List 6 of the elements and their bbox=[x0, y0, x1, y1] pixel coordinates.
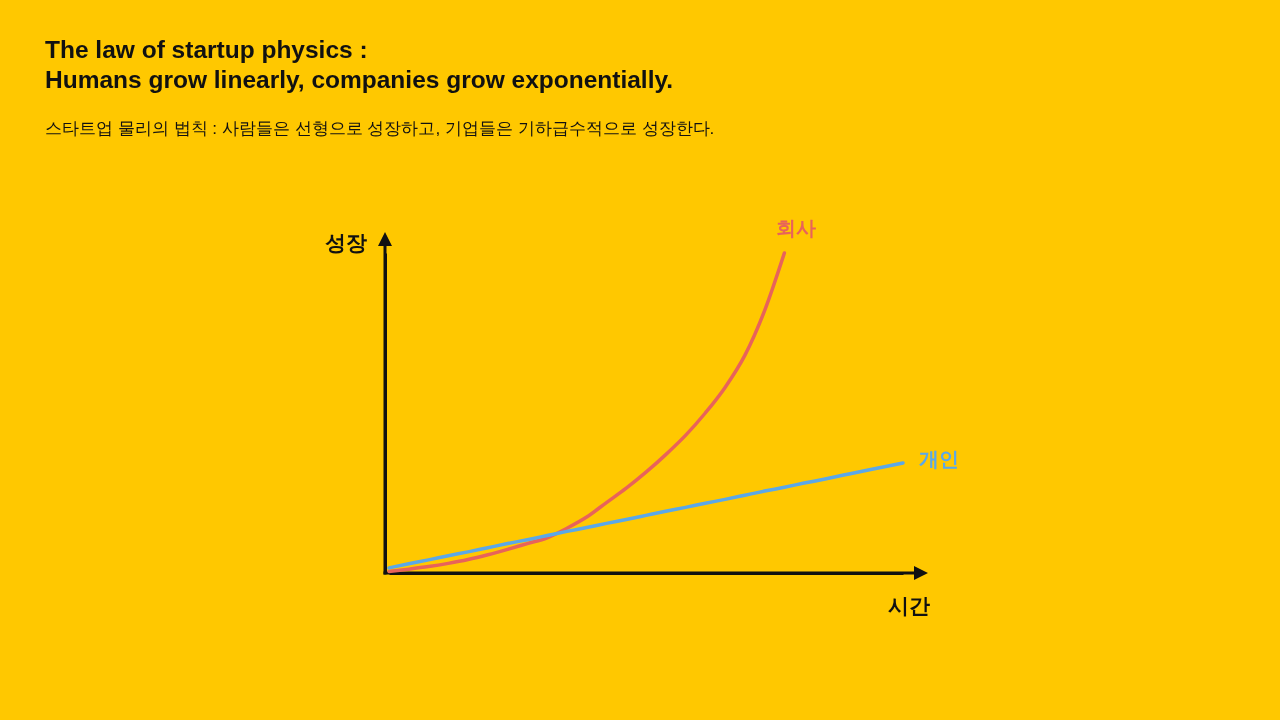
x-axis-title: 시간 bbox=[887, 593, 930, 617]
chart-subtitle: 스타트업 물리의 법칙 : 사람들은 선형으로 성장하고, 기업들은 기하급수적으로 성장한다. bbox=[45, 117, 715, 138]
y-axis-title: 성장 bbox=[324, 230, 367, 254]
chart-title: The law of startup physics : Humans grow linearly, companies grow exponentially. bbox=[45, 36, 674, 94]
series-label: 개인 bbox=[919, 447, 960, 470]
series-label: 회사 bbox=[775, 217, 816, 240]
